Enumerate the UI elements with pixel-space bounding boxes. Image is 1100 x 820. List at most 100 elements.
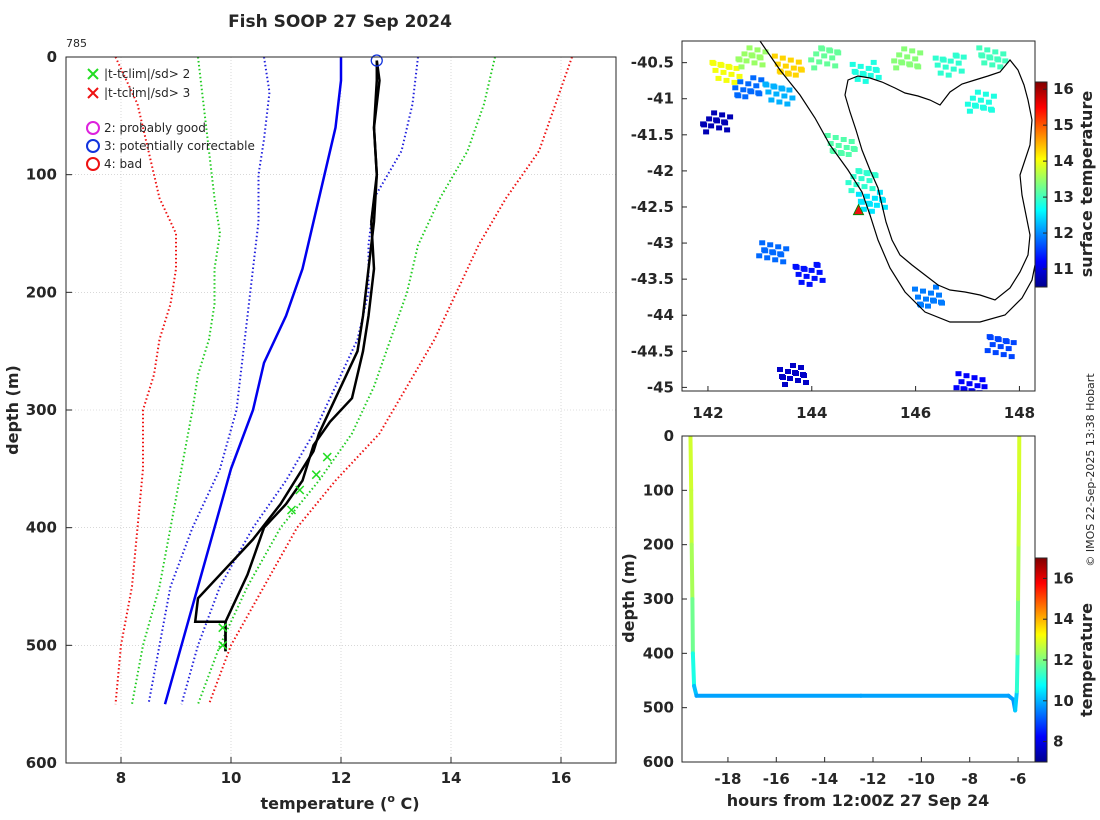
map-sst-pixel [858, 176, 865, 182]
map-sst-pixel [977, 97, 984, 103]
map-sst-pixel [832, 63, 839, 69]
map-sst-pixel [881, 204, 888, 210]
map-sst-pixel [984, 47, 991, 53]
map-sst-pixel [871, 195, 878, 201]
map-sst-pixel [851, 147, 858, 152]
map-sst-pixel [762, 248, 769, 254]
map-sst-pixel [932, 55, 939, 61]
profile-y-tick-label: 400 [26, 519, 57, 537]
map-sst-pixel [757, 55, 764, 61]
profile-flag-markers [218, 54, 383, 650]
time-colorbar-tick-label: 8 [1053, 733, 1063, 751]
time-track-segment [690, 651, 697, 688]
map-sst-pixel [716, 125, 723, 131]
legend-label: 2: probably good [104, 121, 206, 135]
map-sst-pixel [701, 122, 708, 128]
map-sst-pixel [953, 53, 960, 59]
map-sst-pixel [779, 86, 786, 92]
time-y-axis-label: depth (m) [619, 553, 638, 643]
profile-flag-circle-marker [370, 54, 383, 67]
time-y-tick-label: 100 [643, 481, 674, 499]
map-sst-pixel [969, 389, 976, 391]
map-sst-pixel [811, 275, 818, 281]
map-sst-pixel [765, 89, 772, 95]
map-sst-pixel [798, 365, 804, 370]
profile-y-axis-label: depth (m) [3, 365, 22, 455]
map-sst-pixel [749, 53, 756, 59]
map-sst-pixel [860, 71, 867, 77]
map-sst-pixel [865, 65, 872, 71]
map-sst-pixel [771, 53, 778, 59]
map-sst-pixel [918, 302, 924, 308]
map-sst-pixel [992, 49, 999, 55]
map-sst-pixel [933, 284, 939, 290]
map-sst-pixel [974, 383, 981, 389]
map-sst-pixel [742, 94, 749, 100]
profile-y-tick-label: 300 [26, 401, 57, 419]
time-colorbar-ticks: 8 10 12 14 16 [1043, 569, 1074, 751]
map-colorbar-ticks: 11 12 13 14 15 16 [1043, 80, 1074, 278]
map-sst-pixel [857, 63, 864, 69]
map-sst-pixel [860, 206, 867, 212]
map-sst-pixel [835, 143, 842, 148]
map-sst-pixel [722, 120, 729, 126]
map-sst-pixel [879, 197, 886, 203]
map-sst-pixel [920, 288, 926, 294]
map-sst-pixel [803, 380, 809, 385]
map-y-tick-label: -40.5 [631, 54, 674, 72]
map-sst-pixel [931, 298, 937, 304]
map-sst-patches [700, 45, 1017, 391]
map-sst-pixel [735, 93, 742, 99]
map-sst-pixel [866, 201, 873, 207]
map-sst-pixel [845, 180, 852, 186]
map-colorbar [1034, 81, 1048, 288]
profile-flag-x-marker [322, 452, 332, 462]
map-sst-pixel [738, 64, 745, 70]
map-sst-pixel [719, 112, 726, 118]
imos-credit: © IMOS 22-Sep-2025 13:38 Hobart [1084, 373, 1097, 567]
map-sst-pixel [854, 76, 861, 82]
map-sst-pixel [989, 342, 996, 348]
map-sst-pixel [840, 137, 847, 142]
map-sst-pixel [1000, 352, 1007, 358]
map-colorbar-label: surface temperature [1077, 91, 1096, 278]
map-sst-pixel [845, 152, 852, 157]
legend-label: 3: potentially correctable [104, 139, 255, 153]
time-track-segment [1014, 651, 1020, 694]
map-sst-pixel [893, 65, 900, 71]
map-sst-pixel [972, 103, 979, 109]
map-sst-pixel [867, 72, 874, 78]
legend-x-marker [87, 68, 99, 80]
map-sst-pixel [963, 373, 970, 379]
map-tasmania-coast [844, 59, 1033, 301]
map-sst-pixel [958, 379, 965, 385]
map-sst-pixel [708, 123, 715, 129]
map-y-tick-label: -42.5 [631, 198, 674, 216]
map-colorbar-tick-label: 12 [1053, 224, 1074, 242]
time-track-segment [689, 542, 695, 601]
map-sst-pixel [988, 107, 995, 113]
map-sst-pixel [763, 82, 770, 88]
map-sst-pixel [819, 46, 826, 52]
map-sst-pixel [971, 375, 978, 381]
map-sst-pixel [801, 373, 807, 378]
map-y-tick-label: -41 [647, 90, 674, 108]
map-y-tick-label: -44 [647, 306, 674, 324]
map-y-tick-label: -43 [647, 234, 674, 252]
map-sst-pixel [771, 84, 778, 90]
time-plot-area [682, 436, 1035, 762]
profile-title: Fish SOOP 27 Sep 2024 [228, 12, 452, 32]
map-sst-pixel [748, 89, 755, 95]
legend-label: |t-tclim|/sd> 3 [104, 86, 190, 100]
map-sst-pixel [915, 294, 921, 300]
map-sst-pixel [901, 46, 908, 52]
map-sst-pixel [868, 208, 875, 214]
map-sst-pixel [917, 50, 924, 56]
map-sst-pixel [989, 62, 996, 68]
map-sst-pixel [904, 54, 911, 60]
map-sst-pixel [756, 253, 763, 259]
time-colorbar-tick-label: 14 [1053, 610, 1074, 628]
map-sst-pixel [873, 202, 880, 208]
map-sst-pixel [838, 151, 845, 156]
